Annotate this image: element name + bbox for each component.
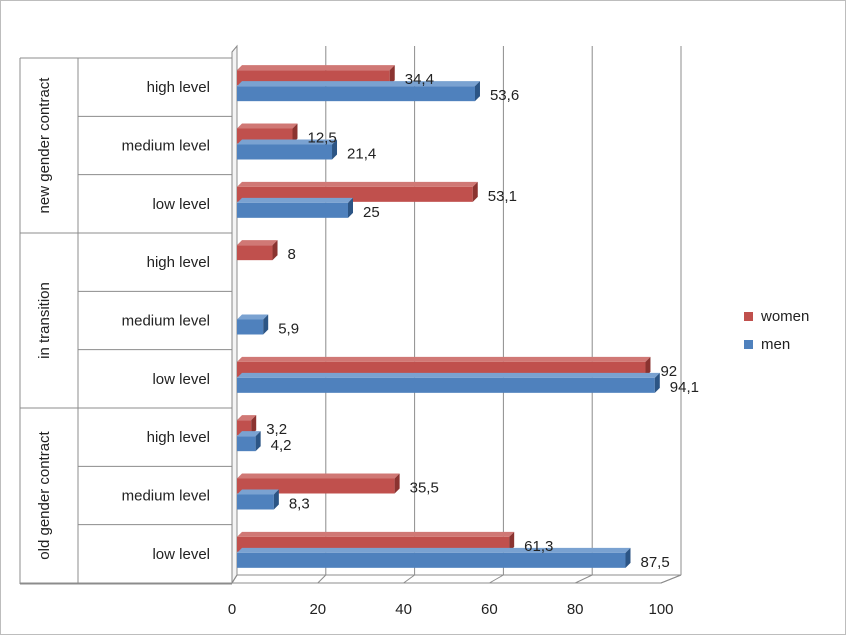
legend-item-women: women (744, 302, 809, 330)
bar-women-end (272, 240, 278, 261)
group-labels: new gender contract in transition old gend… (36, 77, 53, 560)
category-label: high level (147, 254, 210, 271)
bar-women-top (237, 473, 400, 479)
bar-women-end (394, 473, 400, 494)
bar-men-top (237, 139, 338, 145)
bar-men-end (474, 81, 480, 102)
category-label: low level (152, 196, 210, 213)
bar-men-end (348, 197, 353, 218)
bar-men-top (237, 81, 480, 87)
bar-women-end (472, 181, 478, 202)
value-label: 61,3 (524, 538, 553, 555)
legend-swatch-women (744, 311, 753, 321)
x-tick-label-20: 20 (309, 601, 326, 618)
value-label: 4,2 (271, 437, 292, 454)
bar-women-top (237, 65, 395, 71)
axes (19, 57, 682, 585)
value-label: 94,1 (670, 379, 699, 396)
group-label: old gender contract (36, 430, 53, 559)
legend-swatch-men (744, 339, 753, 349)
value-label: 8,3 (289, 496, 310, 513)
x-tick-label-0: 0 (228, 601, 236, 618)
value-label: 5,9 (278, 321, 299, 338)
legend-item-men: men (744, 330, 809, 358)
bar-men-top (237, 431, 261, 437)
floor-line-20 (317, 574, 327, 584)
value-label: 3,2 (266, 421, 287, 438)
bar-women (237, 245, 273, 261)
bar-men (237, 86, 475, 102)
legend-label-men: men (761, 335, 791, 353)
bar-women-top (237, 181, 478, 187)
category-label: high level (147, 429, 210, 446)
bar-men-top (237, 372, 660, 378)
group-label: in transition (36, 282, 53, 359)
back-wall (237, 46, 681, 575)
bar-women-top (237, 240, 278, 246)
value-label: 92 (660, 363, 677, 380)
bar-men (237, 494, 274, 510)
value-label: 87,5 (641, 554, 670, 571)
floor-line-60 (489, 574, 504, 584)
value-label: 25 (363, 204, 380, 221)
bar-women-top (237, 531, 515, 537)
value-label: 53,1 (488, 188, 517, 205)
bars (237, 65, 660, 568)
x-tick-label-60: 60 (481, 601, 498, 618)
value-label: 34,4 (405, 71, 434, 88)
bar-men (237, 436, 256, 452)
bar-men (237, 144, 333, 160)
bar-women-end (292, 123, 298, 144)
category-label: low level (152, 371, 210, 388)
bar-men-top (237, 197, 353, 203)
bar-women-top (237, 415, 257, 421)
bar-women-end (251, 415, 257, 436)
side-wall (231, 44, 238, 585)
bar-women-end (389, 65, 395, 86)
x-tick-label-80: 80 (567, 601, 584, 618)
bar-men (237, 202, 348, 218)
bar-men-top (237, 314, 269, 320)
legend: women men (744, 302, 809, 358)
floor (231, 574, 682, 584)
x-tick-labels: 0 20 40 60 80 100 (228, 601, 674, 618)
bar-women-top (237, 356, 651, 362)
value-label: 8 (288, 246, 296, 263)
bar-men-top (237, 547, 631, 553)
category-labels: high level medium level low level high leve… (122, 79, 210, 563)
bar-men-end (273, 489, 279, 510)
bar-men (237, 552, 626, 568)
category-label: low level (152, 546, 210, 563)
floor-line-80 (574, 574, 593, 584)
group-label: new gender contract (36, 77, 53, 214)
value-label: 53,6 (490, 87, 519, 104)
floor-line-40 (403, 574, 415, 584)
value-label: 21,4 (347, 146, 376, 163)
value-label: 12,5 (308, 130, 337, 147)
value-label: 35,5 (410, 480, 439, 497)
bar-men-end (625, 547, 631, 568)
bar-men-end (255, 431, 261, 452)
x-tick-label-100: 100 (648, 601, 673, 618)
bar-men (237, 377, 655, 393)
category-label: medium level (122, 488, 210, 505)
bar-men-end (654, 372, 660, 393)
bar-women-end (645, 356, 651, 377)
category-label: high level (147, 79, 210, 96)
category-label: medium level (122, 138, 210, 155)
category-label: medium level (122, 313, 210, 330)
bar-women-top (237, 123, 298, 129)
bar-men-end (332, 139, 338, 160)
bar-men-top (237, 489, 279, 495)
legend-label-women: women (761, 307, 810, 325)
bar-men (237, 319, 264, 335)
bar-women-end (509, 531, 515, 552)
bar-men-end (263, 314, 269, 335)
x-tick-label-40: 40 (395, 601, 412, 618)
